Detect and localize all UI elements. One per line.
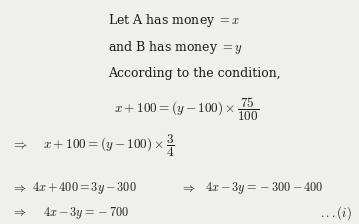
Text: $...(i)$: $...(i)$ — [320, 204, 352, 222]
Text: $\Rightarrow$: $\Rightarrow$ — [11, 182, 27, 195]
Text: $4x + 400 = 3y - 300$: $4x + 400 = 3y - 300$ — [32, 180, 137, 196]
Text: $x + 100 = (y - 100) \times \dfrac{75}{100}$: $x + 100 = (y - 100) \times \dfrac{75}{1… — [114, 96, 259, 123]
Text: $4x - 3y = -700$: $4x - 3y = -700$ — [43, 205, 130, 221]
Text: $4x - 3y = -300 - 400$: $4x - 3y = -300 - 400$ — [205, 180, 323, 196]
Text: According to the condition,: According to the condition, — [108, 67, 280, 80]
Text: $\Rightarrow$: $\Rightarrow$ — [180, 182, 195, 195]
Text: $\Rightarrow$: $\Rightarrow$ — [11, 206, 27, 219]
Text: Let A has money $= x$: Let A has money $= x$ — [108, 12, 240, 29]
Text: $x + 100 = (y - 100) \times \dfrac{3}{4}$: $x + 100 = (y - 100) \times \dfrac{3}{4}… — [43, 133, 175, 159]
Text: and B has money $= y$: and B has money $= y$ — [108, 39, 242, 56]
Text: $\Rightarrow$: $\Rightarrow$ — [11, 139, 28, 152]
